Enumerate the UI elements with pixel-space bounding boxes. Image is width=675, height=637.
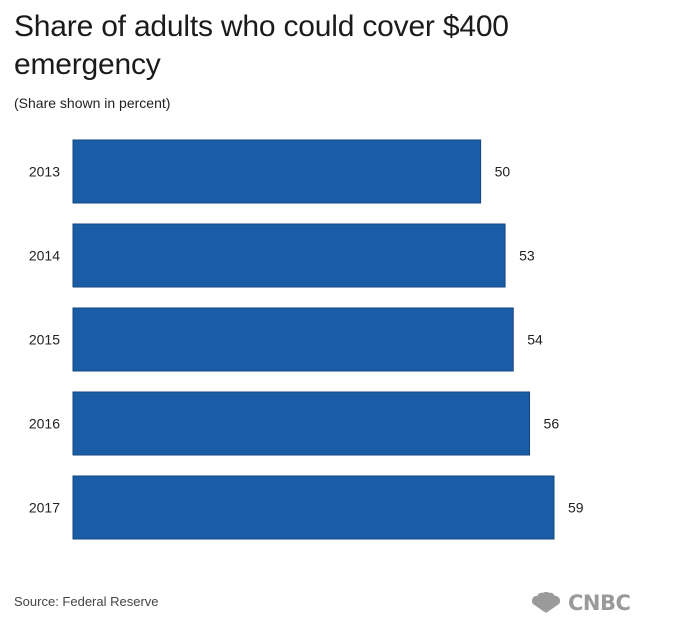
value-label: 50 (495, 164, 511, 180)
bar-2013 (72, 139, 482, 204)
category-label: 2013 (29, 164, 60, 180)
chart-subtitle: (Share shown in percent) (14, 95, 171, 111)
value-label: 56 (544, 416, 560, 432)
bar-2015 (72, 307, 514, 372)
chart-title: Share of adults who could cover $400 eme… (14, 10, 509, 81)
source-note: Source: Federal Reserve (14, 594, 159, 609)
value-label: 54 (527, 332, 543, 348)
bar-2014 (72, 223, 506, 288)
peacock-icon (531, 592, 561, 613)
category-label: 2016 (29, 416, 60, 432)
category-label: 2015 (29, 332, 60, 348)
value-label: 59 (568, 500, 584, 516)
bar-chart: 2013 50 2014 53 2015 54 2016 56 2017 59 (29, 139, 584, 540)
category-label: 2017 (29, 500, 60, 516)
cnbc-logo: CNBC (530, 588, 631, 618)
cnbc-wordmark: CNBC (568, 591, 631, 615)
bar-2016 (72, 391, 531, 456)
bar-2017 (72, 475, 555, 540)
category-label: 2014 (29, 248, 60, 264)
value-label: 53 (519, 248, 535, 264)
